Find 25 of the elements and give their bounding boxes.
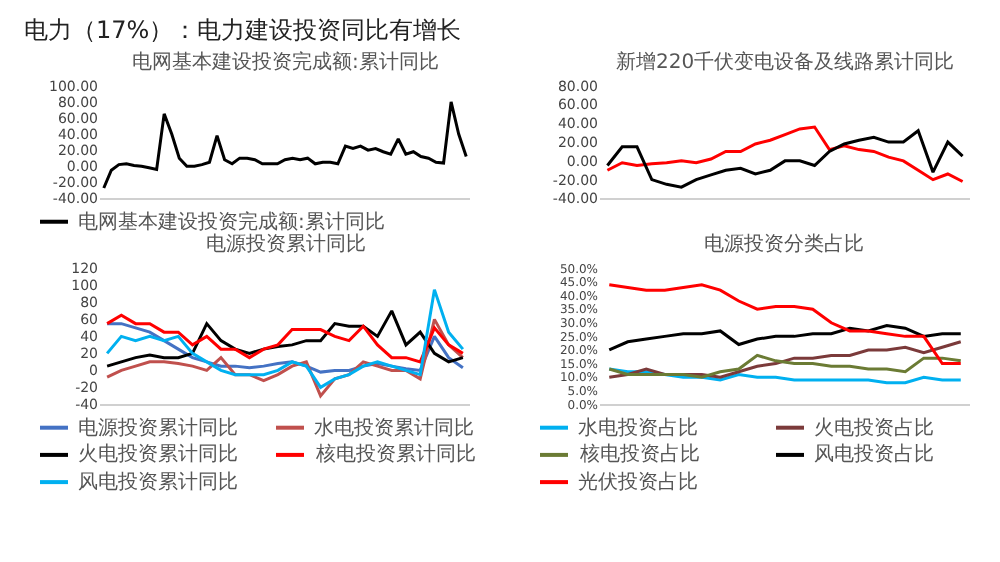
chart-title: 电源投资分类占比 [704, 232, 864, 256]
line-series [607, 340, 963, 379]
legend-label: 水电投资累计同比 [314, 416, 474, 440]
chart-title: 电源投资累计同比 [206, 232, 366, 256]
legend-label: 电网基本建设投资完成额:累计同比 [78, 210, 385, 234]
line-series [607, 353, 963, 379]
legend-label: 火电投资占比 [814, 416, 934, 440]
legend-label: 核电投资占比 [578, 442, 700, 466]
line-series [607, 367, 963, 385]
legend-label: 核电投资累计同比 [314, 442, 476, 466]
line-series [105, 317, 465, 398]
line-series [607, 323, 963, 352]
line-series [102, 100, 468, 190]
legend-label: 火电投资累计同比 [78, 442, 238, 466]
legend-label: 风电投资占比 [814, 442, 934, 466]
legend-label: 风电投资累计同比 [78, 470, 238, 494]
chart-title: 电网基本建设投资完成额:累计同比 [132, 50, 439, 74]
legend-label: 电源投资累计同比 [78, 416, 238, 440]
legend-label: 水电投资占比 [578, 416, 698, 440]
line-series [607, 283, 963, 366]
line-series [105, 288, 465, 389]
legend-label: 光伏投资占比 [578, 470, 698, 494]
chart-title: 新增220千伏变电设备及线路累计同比 [616, 50, 955, 74]
line-series [105, 322, 465, 374]
text: 电力（17%）：电力建设投资同比有增长 [24, 16, 462, 44]
